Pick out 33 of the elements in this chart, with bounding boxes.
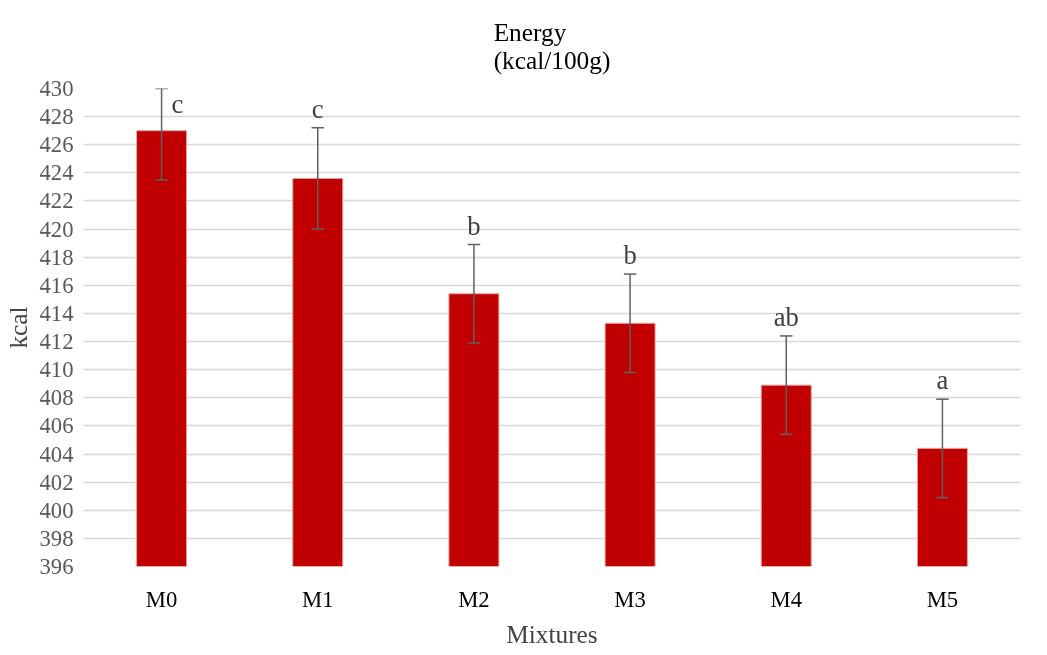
y-tick-label: 400: [39, 497, 74, 523]
y-tick-label: 428: [39, 104, 74, 130]
y-tick-label: 402: [39, 469, 74, 495]
y-tick-label: 420: [39, 216, 74, 242]
y-tick-label: 422: [39, 188, 74, 214]
x-tick-label: M5: [926, 586, 959, 612]
y-tick-label: 416: [39, 272, 74, 298]
y-tick-label: 406: [39, 413, 74, 439]
x-tick-label: M1: [302, 586, 334, 612]
annotation: c: [311, 93, 324, 124]
x-tick-label: M0: [145, 586, 178, 612]
y-tick-label: 404: [39, 441, 74, 467]
y-tick-label: 396: [39, 554, 74, 579]
annotation: ab: [773, 301, 799, 332]
y-tick-label: 418: [39, 244, 74, 270]
annotation: c: [171, 88, 184, 119]
annotation: b: [623, 240, 637, 271]
y-tick-label: 424: [39, 160, 74, 186]
y-axis-title: kcal: [3, 306, 32, 349]
annotation: a: [936, 365, 949, 396]
y-tick-label: 398: [39, 525, 74, 551]
chart-title: Energy (kcal/100g): [493, 17, 611, 75]
y-tick-label: 408: [39, 385, 74, 411]
x-tick-label: M4: [770, 586, 802, 612]
y-tick-label: 426: [39, 132, 74, 158]
annotation: b: [467, 210, 481, 241]
y-tick-label: 412: [39, 329, 74, 355]
x-axis-title: Mixtures: [506, 619, 598, 648]
x-tick-label: M2: [458, 586, 490, 612]
y-tick-label: 410: [39, 357, 74, 383]
y-tick-label: 430: [39, 76, 74, 101]
x-tick-label: M3: [614, 586, 646, 612]
y-tick-label: 414: [39, 300, 74, 326]
